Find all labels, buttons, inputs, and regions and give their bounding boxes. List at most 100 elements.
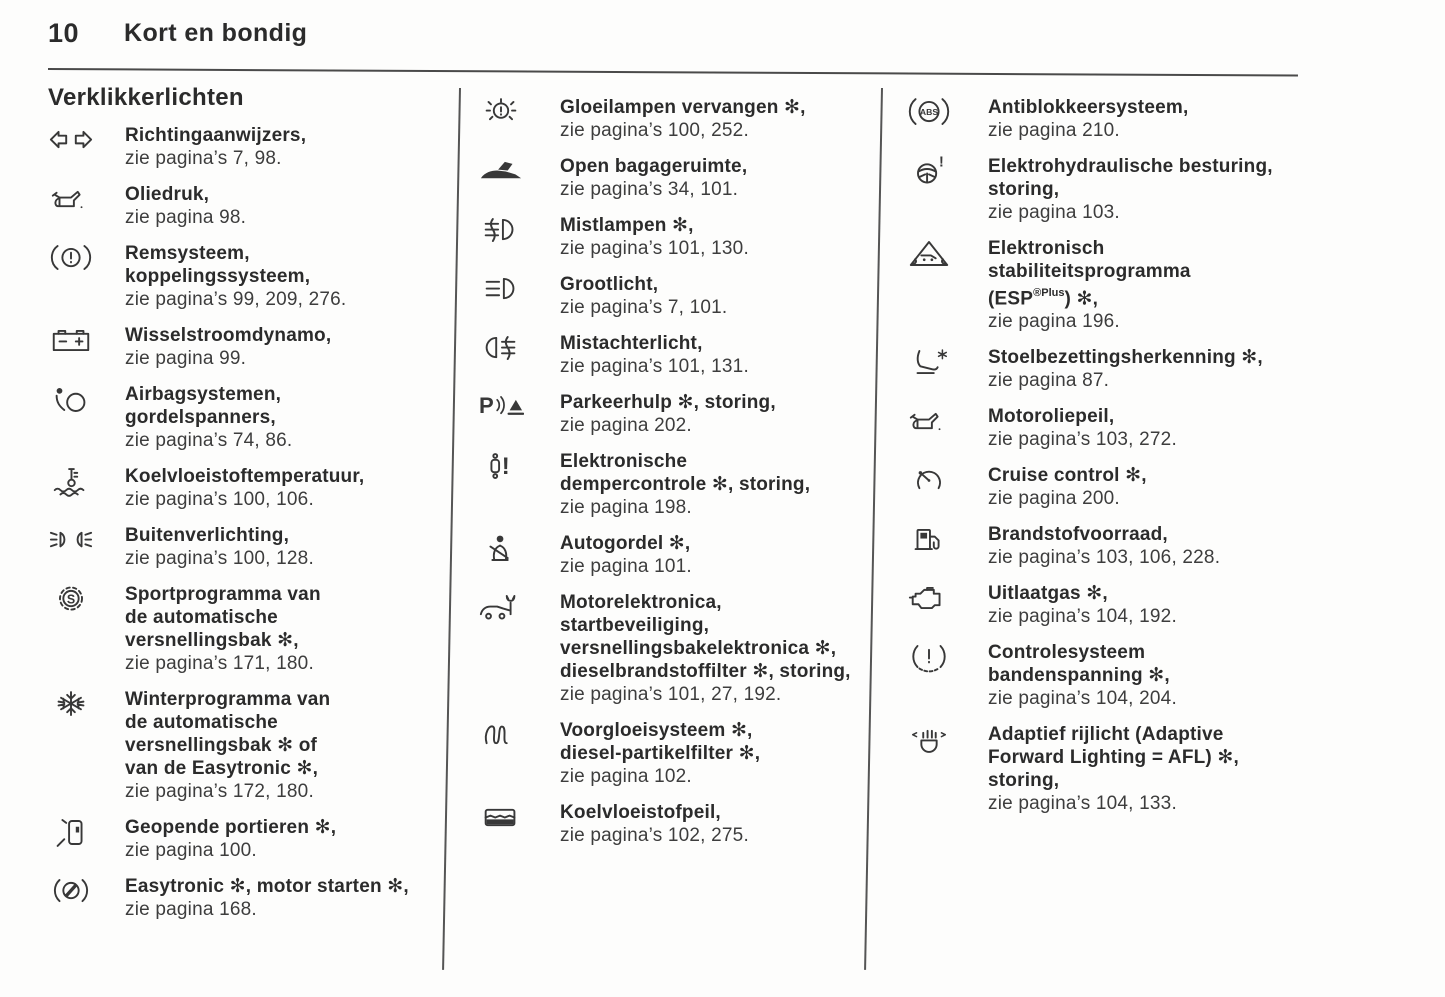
column-1-entries: Richtingaanwijzers, zie pagina’s 7, 98. Ol… xyxy=(48,124,448,921)
entry-title-line: Controlesysteem xyxy=(988,642,1146,664)
page-number: 10 xyxy=(48,18,80,48)
oil-level-icon xyxy=(906,405,988,437)
entry-title-line: Gloeilampen vervangen ✻, xyxy=(560,97,806,118)
entry-page-ref: zie pagina 198. xyxy=(560,497,692,518)
entry-title-line: Adaptief rijlicht (Adaptive xyxy=(988,724,1224,746)
entry-page-ref: zie pagina’s 101, 27, 192. xyxy=(560,684,782,705)
svg-text:!: ! xyxy=(502,453,510,480)
entry-title-line: Stoelbezettingsherkenning ✻, xyxy=(988,347,1263,369)
entry-text: Parkeerhulp ✻, storing, zie pagina 202. xyxy=(560,391,776,437)
entry-page-ref: zie pagina 202. xyxy=(560,415,692,436)
indicator-entry: Voorgloeisysteem ✻, diesel-partikelfilter… xyxy=(478,719,873,788)
entry-text: Mistachterlicht, zie pagina’s 101, 131. xyxy=(560,332,749,378)
chapter-title: Kort en bondig xyxy=(124,19,308,47)
entry-title-line: Buitenverlichting, xyxy=(125,525,290,546)
entry-title-line: diesel-partikelfilter ✻, xyxy=(560,743,761,764)
indicator-entry: Oliedruk, zie pagina 98. xyxy=(48,183,448,229)
entry-title-line: Wisselstroomdynamo, xyxy=(125,325,332,346)
entry-text: Motorelektronica, startbeveiliging, versne… xyxy=(560,591,851,706)
entry-text: Grootlicht, zie pagina’s 7, 101. xyxy=(560,273,727,319)
svg-text:ABS: ABS xyxy=(920,107,938,117)
entry-page-ref: zie pagina’s 99, 209, 276. xyxy=(125,289,347,310)
high-beam-icon xyxy=(478,273,560,305)
entry-title-line: storing, xyxy=(988,770,1060,792)
entry-page-ref: zie pagina’s 100, 106. xyxy=(125,489,314,510)
indicator-entry: Elektronisch stabiliteitsprogramma (ESP®Pl… xyxy=(906,237,1316,333)
entry-title-line: de automatische xyxy=(125,607,278,628)
indicator-entry: Koelvloeistofpeil, zie pagina’s 102, 275. xyxy=(478,801,873,847)
entry-text: Elektronisch stabiliteitsprogramma (ESP®Pl… xyxy=(988,237,1191,333)
entry-text: Autogordel ✻, zie pagina 101. xyxy=(560,532,692,578)
airbag-icon xyxy=(48,383,125,415)
column-1: Verklikkerlichten Richtingaanwijzers, zie… xyxy=(48,84,448,934)
entry-page-ref: zie pagina’s 101, 131. xyxy=(560,356,749,377)
column-3: ABS Antiblokkeersysteem, zie pagina 210.! E… xyxy=(906,96,1316,828)
entry-title-line: Mistlampen ✻, xyxy=(560,215,694,236)
abs-icon: ABS xyxy=(906,96,988,128)
column-2: Gloeilampen vervangen ✻, zie pagina’s 100… xyxy=(478,96,873,860)
entry-text: Wisselstroomdynamo, zie pagina 99. xyxy=(125,324,331,370)
indicator-entry: Motoroliepeil, zie pagina’s 103, 272. xyxy=(906,405,1316,451)
entry-title-line: Oliedruk, xyxy=(125,184,210,205)
entry-title-line: de automatische xyxy=(125,712,278,733)
entry-page-ref: zie pagina 210. xyxy=(988,120,1120,141)
indicator-entry: P Parkeerhulp ✻, storing, zie pagina 202. xyxy=(478,391,873,437)
entry-title-line: Motoroliepeil, xyxy=(988,406,1115,428)
entry-title-line: dieselbrandstoffilter ✻, storing, xyxy=(560,661,851,682)
entry-title-line: (ESP®Plus) ✻, xyxy=(988,287,1099,310)
damper-icon: ! xyxy=(478,450,560,482)
exhaust-icon xyxy=(906,582,988,614)
entry-page-ref: zie pagina 101. xyxy=(560,556,692,577)
entry-text: Adaptief rijlicht (Adaptive Forward Light… xyxy=(988,723,1239,815)
entry-page-ref: zie pagina 87. xyxy=(988,370,1110,392)
tire-pressure-icon xyxy=(906,641,988,673)
entry-page-ref: zie pagina’s 172, 180. xyxy=(125,781,314,802)
section-title: Verklikkerlichten xyxy=(48,84,244,111)
indicator-entry: Brandstofvoorraad, zie pagina’s 103, 106,… xyxy=(906,523,1316,569)
entry-text: Buitenverlichting, zie pagina’s 100, 128. xyxy=(125,524,314,570)
indicator-entry: Koelvloeistoftemperatuur, zie pagina’s 10… xyxy=(48,465,448,511)
entry-text: Koelvloeistofpeil, zie pagina’s 102, 275. xyxy=(560,801,749,847)
entry-page-ref: zie pagina’s 102, 275. xyxy=(560,825,749,846)
cruise-control-icon xyxy=(906,464,988,496)
entry-title-line: Airbagsystemen, xyxy=(125,384,282,405)
seatbelt-icon xyxy=(478,532,560,564)
indicator-entry: Uitlaatgas ✻, zie pagina’s 104, 192. xyxy=(906,582,1316,628)
rear-fog-icon xyxy=(478,332,560,364)
entry-title-line: koppelingssysteem, xyxy=(125,266,311,287)
coolant-temperature-icon xyxy=(48,465,125,497)
entry-title-line: Koelvloeistofpeil, xyxy=(560,802,721,823)
entry-title-line: gordelspanners, xyxy=(125,407,276,428)
entry-page-ref: zie pagina’s 100, 252. xyxy=(560,120,749,141)
entry-page-ref: zie pagina 100. xyxy=(125,840,257,861)
entry-title-line: Autogordel ✻, xyxy=(560,533,691,554)
entry-title-line: versnellingsbak ✻ of xyxy=(125,735,318,756)
entry-text: Stoelbezettingsherkenning ✻, zie pagina 8… xyxy=(988,346,1263,392)
entry-page-ref: zie pagina’s 103, 272. xyxy=(988,429,1177,451)
entry-title-line: Forward Lighting = AFL) ✻, xyxy=(988,747,1240,769)
entry-page-ref: zie pagina 200. xyxy=(988,488,1120,510)
entry-title-line: versnellingsbak ✻, xyxy=(125,630,299,651)
entry-text: Airbagsystemen, gordelspanners, zie pagina… xyxy=(125,383,292,452)
doors-open-icon xyxy=(48,816,125,848)
indicator-entry: Wisselstroomdynamo, zie pagina 99. xyxy=(48,324,448,370)
indicator-entry: Autogordel ✻, zie pagina 101. xyxy=(478,532,873,578)
indicator-entry: Gloeilampen vervangen ✻, zie pagina’s 100… xyxy=(478,96,873,142)
entry-text: Winterprogramma van de automatische versne… xyxy=(125,688,330,803)
coolant-level-icon xyxy=(478,801,560,833)
entry-title-line: van de Easytronic ✻, xyxy=(125,758,319,779)
entry-title-line: bandenspanning ✻, xyxy=(988,665,1170,687)
indicator-entry: Easytronic ✻, motor starten ✻, zie pagina… xyxy=(48,875,448,921)
indicator-entry: Motorelektronica, startbeveiliging, versne… xyxy=(478,591,873,706)
entry-title-line: Easytronic ✻, motor starten ✻, xyxy=(125,876,409,897)
indicator-entry: ! Elektrohydraulische besturing, storing, z… xyxy=(906,155,1316,224)
entry-page-ref: zie pagina 168. xyxy=(125,899,257,920)
entry-title-line: Elektrohydraulische besturing, xyxy=(988,156,1273,177)
entry-title-line: storing, xyxy=(988,179,1060,200)
glow-plug-icon xyxy=(478,719,560,751)
indicator-entry: Remsysteem, koppelingssysteem, zie pagina’… xyxy=(48,242,448,311)
entry-title-line: Uitlaatgas ✻, xyxy=(988,583,1108,605)
afl-icon xyxy=(906,723,988,755)
front-fog-icon xyxy=(478,214,560,246)
entry-text: Richtingaanwijzers, zie pagina’s 7, 98. xyxy=(125,124,306,170)
